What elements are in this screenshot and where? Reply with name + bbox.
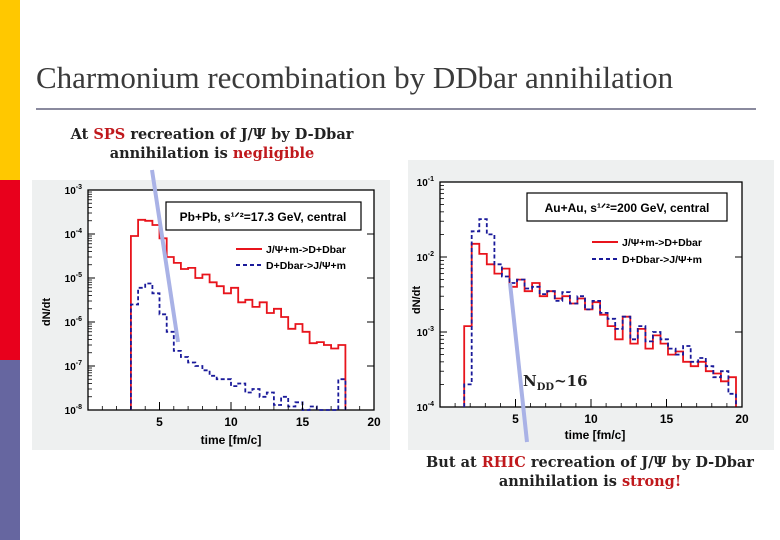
accent-bar-red <box>0 180 20 360</box>
sps-chart-title: Pb+Pb, s¹ᐟ²=17.3 GeV, central <box>180 210 347 224</box>
rhic-xtick-label: 5 <box>512 412 519 426</box>
rhic-chart-title: Au+Au, s¹ᐟ²=200 GeV, central <box>545 201 710 215</box>
sps-ytick-label: 10-3 <box>65 184 82 197</box>
rhic-legend-red-label: J/Ψ+m->D+Dbar <box>622 237 702 249</box>
rhic-title-box <box>526 192 728 222</box>
sps-caption-middle: recreation of J/Ψ by D-Dbar <box>130 126 354 143</box>
sps-series-blue <box>130 282 347 411</box>
sps-caption-prefix: At <box>70 126 89 143</box>
rhic-legend-blue-label: D+Dbar->J/Ψ+m <box>622 254 702 266</box>
sps-xtick-label: 5 <box>156 415 163 429</box>
rhic-caption-highlight: RHIC <box>481 454 526 471</box>
rhic-ylabel: dN/dt <box>411 286 423 314</box>
slide-title: Charmonium recombination by DDbar annihi… <box>36 60 674 95</box>
ndd-value: ~16 <box>554 372 587 390</box>
sps-xtick-label: 15 <box>296 415 310 429</box>
rhic-chart: 10-1 10-2 10-3 10-4 5 10 15 20 Au+Au, s¹ᐟ²=200… <box>408 160 774 450</box>
rhic-caption-prefix: But at <box>426 454 477 471</box>
sps-legend-red-label: J/Ψ+m->D+Dbar <box>266 244 346 256</box>
sps-ytick-label: 10-6 <box>65 316 82 329</box>
sps-caption-line2-prefix: annihilation is <box>109 145 228 162</box>
rhic-ytick-label: 10-3 <box>417 326 434 339</box>
rhic-caption-middle: recreation of J/Ψ by D-Dbar <box>530 454 754 471</box>
rhic-xtick-label: 10 <box>584 412 598 426</box>
sps-caption-line2-highlight: negligible <box>232 145 315 162</box>
sps-caption: At SPS recreation of J/Ψ by D-Dbar annih… <box>52 125 372 163</box>
rhic-caption: But at RHIC recreation of J/Ψ by D-Dbar … <box>400 453 780 491</box>
ndd-annotation: NDD~16 <box>523 372 588 393</box>
sps-ytick-label: 10-7 <box>65 360 82 373</box>
rhic-ytick-label: 10-4 <box>417 401 434 414</box>
sps-xtick-label: 10 <box>224 415 238 429</box>
sps-title-box <box>165 201 362 231</box>
rhic-caption-line2-highlight: strong! <box>621 473 682 490</box>
sps-ytick-label: 10-4 <box>65 228 82 241</box>
title-divider <box>36 108 756 110</box>
rhic-ytick-label: 10-1 <box>417 176 434 189</box>
ndd-label: N <box>523 372 537 390</box>
sps-xtick-label: 20 <box>367 415 381 429</box>
sps-ytick-label: 10-8 <box>65 404 82 417</box>
rhic-caption-line2-prefix: annihilation is <box>498 473 617 490</box>
rhic-xtick-label: 20 <box>735 412 749 426</box>
rhic-legend: J/Ψ+m->D+Dbar D+Dbar->J/Ψ+m <box>592 237 702 266</box>
ndd-subscript: DD <box>537 382 555 393</box>
sps-legend-blue-label: D+Dbar->J/Ψ+m <box>266 260 346 272</box>
sps-series-red <box>130 218 347 410</box>
sps-caption-highlight: SPS <box>93 126 126 143</box>
sps-ytick-label: 10-5 <box>65 272 82 285</box>
sps-xlabel: time [fm/c] <box>201 433 262 447</box>
accent-bar-yellow <box>0 0 20 180</box>
sps-pointer-arrow <box>150 169 180 343</box>
rhic-pointer-arrow <box>508 282 529 443</box>
rhic-xtick-label: 15 <box>660 412 674 426</box>
accent-bar-blue <box>0 360 20 540</box>
sps-chart: 10-3 10-4 10-5 10-6 10-7 10-8 5 10 15 20 Pb+Pb, … <box>32 180 390 450</box>
sps-ylabel: dN/dt <box>41 298 53 326</box>
sps-legend: J/Ψ+m->D+Dbar D+Dbar->J/Ψ+m <box>236 244 346 272</box>
rhic-xlabel: time [fm/c] <box>565 428 626 442</box>
rhic-ytick-label: 10-2 <box>417 251 434 264</box>
rhic-series-blue <box>463 218 737 407</box>
